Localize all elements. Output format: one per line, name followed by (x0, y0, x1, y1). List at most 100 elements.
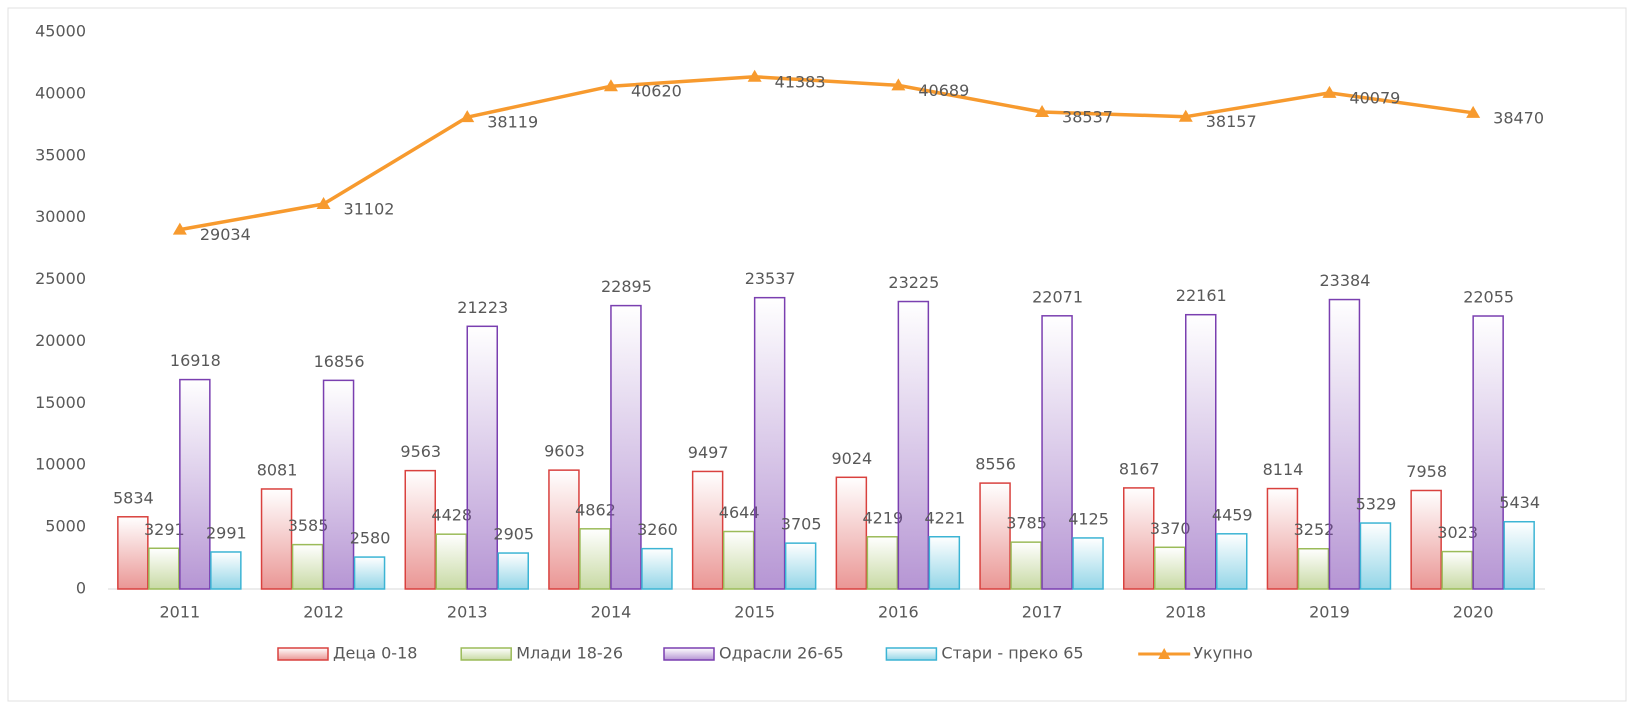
y-tick-label: 15000 (35, 393, 86, 412)
bar (1266, 487, 1299, 590)
marker (1322, 85, 1337, 98)
bar (641, 547, 673, 590)
data-label: 40620 (631, 82, 682, 101)
data-label: 3023 (1437, 523, 1478, 542)
bar (1185, 313, 1217, 590)
data-label: 22895 (601, 277, 652, 296)
x-tick-label: 2019 (1309, 603, 1350, 622)
bar (1297, 547, 1330, 590)
data-label: 21223 (457, 298, 508, 317)
data-label: 5434 (1499, 493, 1540, 512)
data-label: 31102 (344, 200, 395, 219)
chart-border (7, 7, 1627, 702)
bar (928, 536, 961, 590)
x-tick-label: 2016 (878, 603, 919, 622)
bar (210, 551, 242, 590)
bar (1072, 537, 1104, 590)
x-tick-label: 2012 (303, 603, 344, 622)
data-label: 9603 (544, 442, 585, 461)
bar (117, 516, 149, 590)
legend-swatch (663, 647, 715, 661)
legend-label: Деца 0-18 (333, 644, 417, 663)
data-label: 4125 (1068, 509, 1109, 528)
bar (435, 533, 467, 590)
bar (466, 325, 498, 590)
bar (1010, 541, 1042, 590)
data-label: 16918 (170, 351, 221, 370)
bar (1154, 546, 1186, 590)
data-label: 22071 (1032, 287, 1083, 306)
data-label: 22161 (1176, 286, 1227, 305)
data-label: 4459 (1212, 505, 1253, 524)
data-label: 40689 (918, 81, 969, 100)
data-label: 2905 (493, 525, 534, 544)
data-label: 23384 (1319, 271, 1370, 290)
data-label: 8081 (257, 460, 298, 479)
data-label: 38470 (1493, 108, 1544, 127)
bar (260, 488, 293, 590)
data-label: 22055 (1463, 288, 1514, 307)
legend-swatch (277, 647, 329, 661)
legend-label: Млади 18-26 (516, 644, 623, 663)
data-label: 4862 (575, 500, 616, 519)
data-label: 9563 (400, 442, 441, 461)
bar (610, 304, 642, 590)
data-label: 3585 (288, 516, 329, 535)
data-label: 38119 (487, 113, 538, 132)
marker (891, 78, 906, 91)
bar (722, 530, 755, 590)
bar (866, 536, 899, 590)
bar (691, 470, 724, 590)
bar (579, 528, 611, 590)
data-label: 4219 (862, 508, 903, 527)
data-label: 29034 (200, 225, 251, 244)
data-label: 7958 (1406, 462, 1447, 481)
data-label: 8556 (975, 455, 1016, 474)
x-tick-label: 2017 (1022, 603, 1063, 622)
bar (1041, 315, 1073, 590)
legend-marker (1158, 648, 1171, 659)
bar (1216, 533, 1248, 590)
data-label: 8167 (1119, 459, 1160, 478)
bar (1410, 489, 1442, 590)
bar (148, 547, 180, 590)
data-label: 9497 (688, 443, 729, 462)
legend-swatch (460, 647, 512, 661)
data-label: 4428 (431, 506, 472, 525)
bar (979, 482, 1011, 590)
bar (1359, 522, 1392, 590)
bar (497, 552, 529, 590)
bar (179, 378, 211, 590)
marker (172, 222, 187, 235)
bar (322, 379, 355, 590)
y-tick-label: 25000 (35, 269, 86, 288)
data-label: 5834 (113, 488, 154, 507)
bar (548, 469, 580, 590)
legend-swatch (885, 647, 938, 661)
y-tick-label: 35000 (35, 145, 86, 164)
bar (1441, 550, 1473, 590)
bar (1472, 315, 1504, 590)
legend-label: Одрасли 26-65 (719, 644, 844, 663)
marker (1178, 109, 1193, 122)
data-label: 38157 (1206, 112, 1257, 131)
x-tick-label: 2011 (159, 603, 200, 622)
x-tick-label: 2018 (1165, 603, 1206, 622)
marker (1466, 105, 1481, 118)
y-tick-label: 0 (76, 579, 86, 598)
x-tick-label: 2020 (1453, 603, 1494, 622)
data-label: 2580 (350, 529, 391, 548)
y-tick-label: 40000 (35, 83, 86, 102)
data-label: 23225 (888, 273, 939, 292)
marker (316, 197, 331, 210)
data-label: 2991 (206, 523, 247, 542)
data-label: 5329 (1356, 495, 1397, 514)
x-tick-label: 2014 (591, 603, 632, 622)
bar (897, 300, 930, 590)
marker (1035, 104, 1050, 117)
y-tick-label: 30000 (35, 207, 86, 226)
data-label: 4221 (924, 508, 965, 527)
data-label: 9024 (831, 449, 872, 468)
